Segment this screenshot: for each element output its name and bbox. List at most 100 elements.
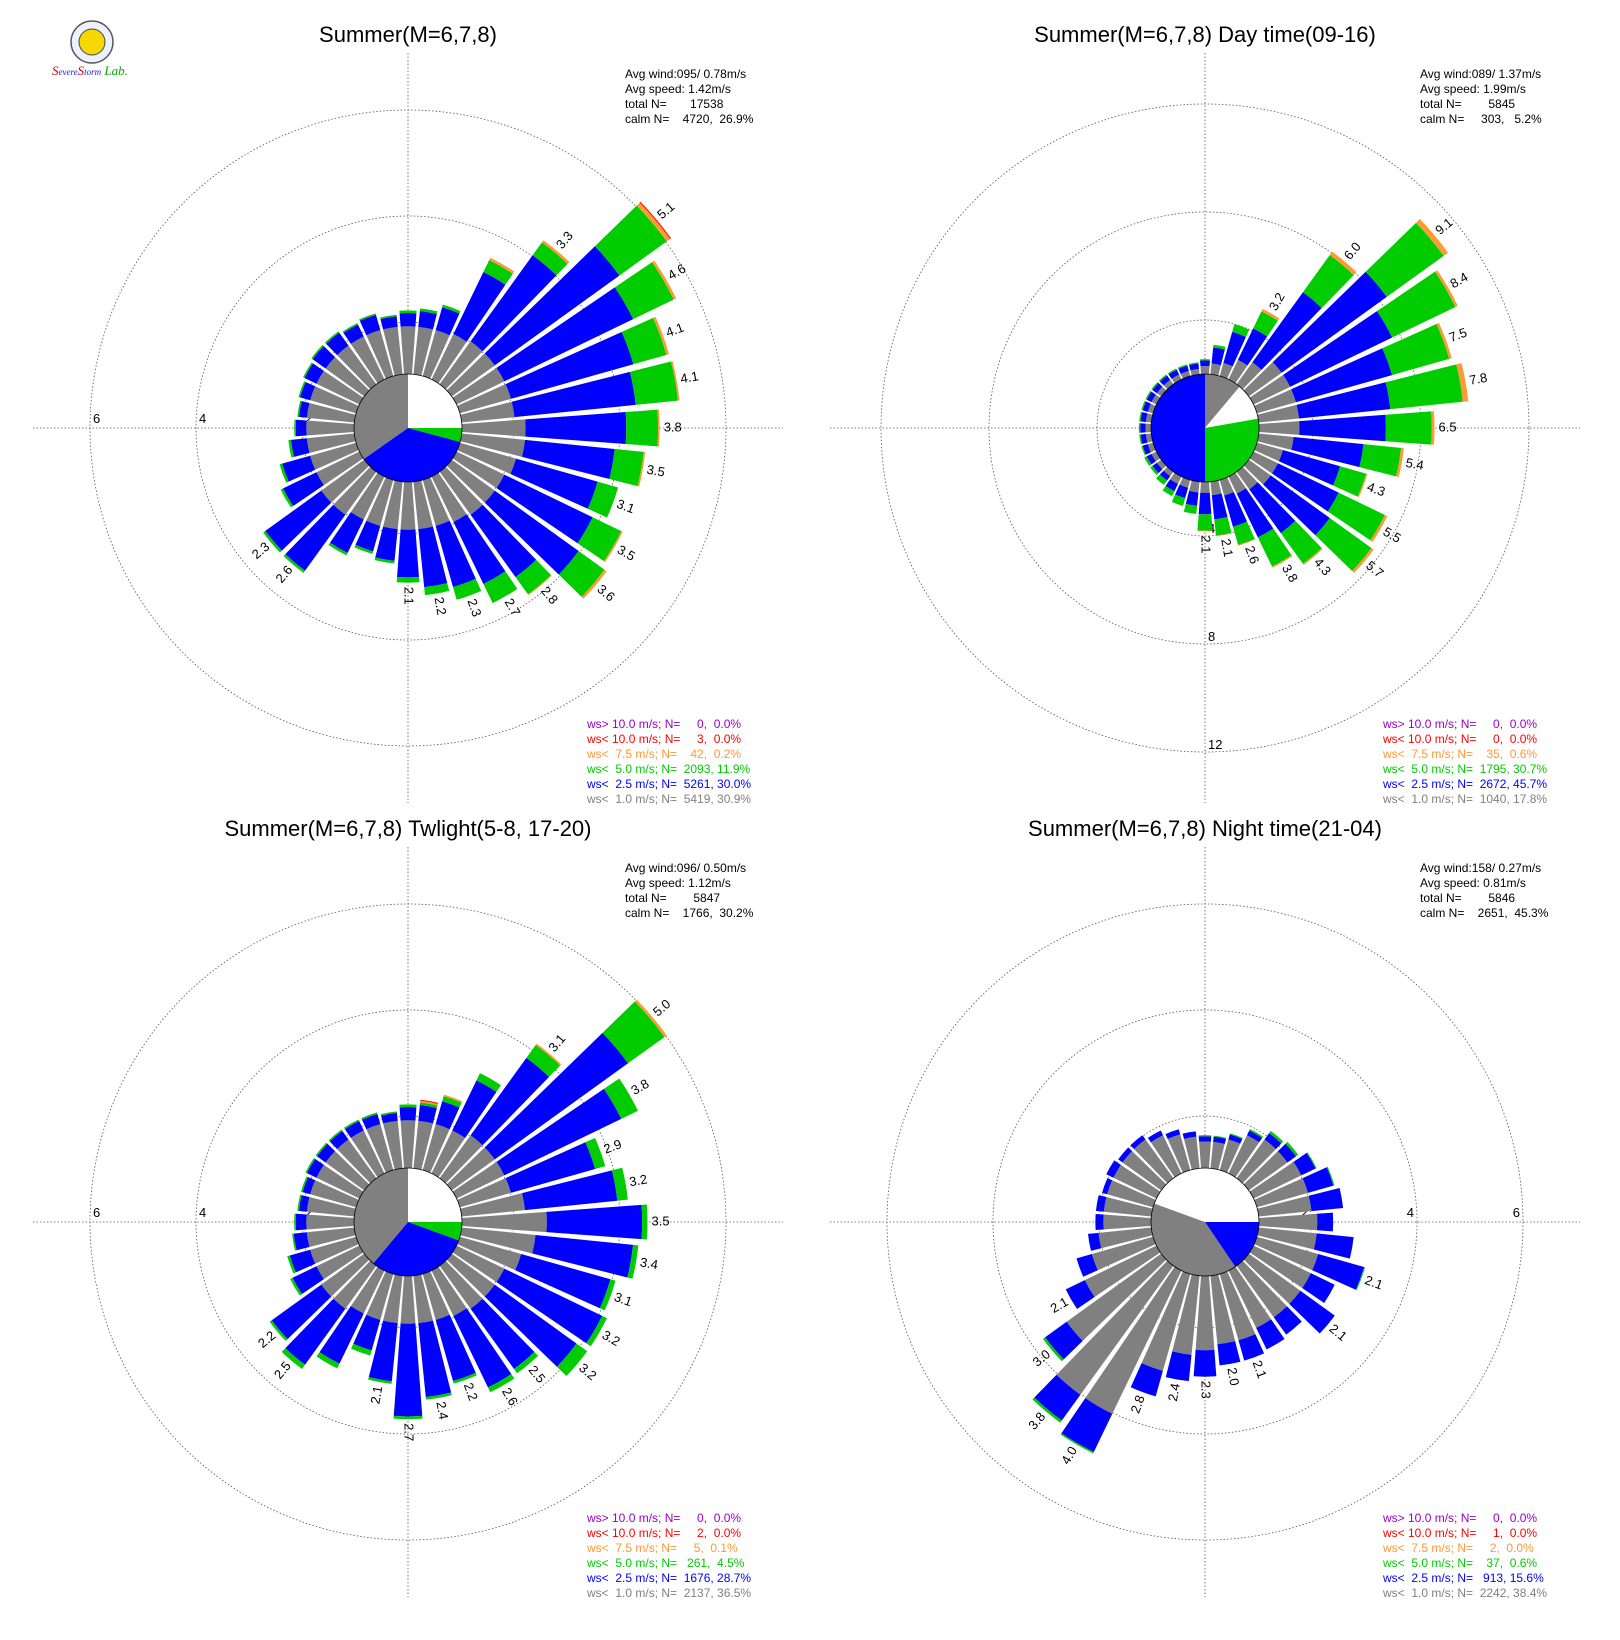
direction-bar xyxy=(1147,1130,1182,1178)
direction-bar xyxy=(1249,1245,1335,1303)
bar-segment xyxy=(298,401,310,418)
bar-segment xyxy=(446,1253,495,1297)
bar-segment xyxy=(399,313,417,327)
bar-segment xyxy=(1254,389,1296,414)
direction-bar xyxy=(351,1271,394,1356)
bar-segment xyxy=(1197,530,1213,532)
direction-bar xyxy=(1219,1133,1243,1173)
direction-bar: 2.2 xyxy=(413,480,449,616)
bar-segment xyxy=(1211,347,1225,366)
bar-segment xyxy=(1257,1195,1312,1217)
calm-slice xyxy=(354,374,408,459)
bar-segment xyxy=(1098,1227,1153,1249)
direction-bar xyxy=(303,362,364,405)
bar-segment xyxy=(306,420,355,436)
ring-label: 8 xyxy=(1208,629,1215,644)
bar-segment xyxy=(1095,1213,1104,1231)
direction-bar: 2.5 xyxy=(271,1260,377,1382)
bar-segment xyxy=(316,1143,336,1163)
bar-segment xyxy=(652,260,677,300)
ring-label: 2 xyxy=(305,1205,312,1220)
bar-segment xyxy=(1302,1167,1334,1193)
bar-segment xyxy=(354,544,374,554)
bar-segment xyxy=(1167,1134,1191,1173)
bar-segment xyxy=(304,363,324,384)
direction-bar xyxy=(1254,1166,1335,1208)
bar-label: 2.1 xyxy=(1363,1272,1385,1292)
bar-segment xyxy=(418,526,448,588)
legend-entry: ws< 2.5 m/s; N= 2672, 45.7% xyxy=(1382,777,1547,791)
bar-segment xyxy=(1151,451,1161,462)
bar-segment xyxy=(1091,1236,1156,1271)
bar-segment xyxy=(383,326,403,376)
bar-segment xyxy=(460,433,525,457)
calm-slice xyxy=(1205,386,1259,428)
bar-segment xyxy=(1219,363,1233,379)
bar-segment xyxy=(353,1314,381,1351)
bar-segment xyxy=(265,490,332,551)
bar-segment xyxy=(350,1266,385,1314)
bar-segment xyxy=(587,481,619,518)
bar-segment xyxy=(603,531,623,563)
bar-label: 4.0 xyxy=(1058,1444,1080,1467)
bar-segment xyxy=(298,1195,310,1212)
direction-bar xyxy=(343,1119,385,1178)
direction-bar xyxy=(1095,1195,1153,1217)
direction-bar: 3.8 xyxy=(452,1076,652,1199)
bar-label: 2.5 xyxy=(271,1358,294,1381)
bar-segment xyxy=(281,1348,306,1369)
bar-segment xyxy=(321,1253,370,1297)
direction-bar xyxy=(297,1194,356,1217)
bar-segment xyxy=(1162,486,1175,497)
bar-segment xyxy=(420,1100,438,1106)
bar-segment xyxy=(285,504,346,571)
bar-segment xyxy=(310,442,359,470)
legend-entry: ws< 1.0 m/s; N= 2137, 36.5% xyxy=(586,1586,751,1600)
bar-label: 5.1 xyxy=(654,199,677,222)
bar-segment xyxy=(452,1245,505,1283)
bar-segment xyxy=(641,1204,648,1240)
stats-line: Avg speed: 1.42m/s xyxy=(625,82,731,96)
bar-segment xyxy=(556,1343,588,1377)
bar-segment xyxy=(321,459,370,503)
direction-bar xyxy=(1210,1135,1227,1170)
bar-segment xyxy=(1249,374,1291,405)
bar-label: 2.1 xyxy=(1199,535,1214,553)
bar-segment xyxy=(1257,404,1300,423)
direction-bar xyxy=(292,1227,356,1251)
logo-text-part: S xyxy=(52,63,59,78)
legend: ws> 10.0 m/s; N= 0, 0.0%ws< 10.0 m/s; N=… xyxy=(1382,1511,1547,1600)
bar-segment xyxy=(343,1119,360,1130)
bar-segment xyxy=(419,1102,438,1108)
bar-segment xyxy=(368,1320,398,1382)
bar-segment xyxy=(1249,482,1296,534)
bar-segment xyxy=(316,1352,340,1369)
bar-segment xyxy=(532,242,568,276)
direction-bar xyxy=(1102,1178,1156,1208)
bar-segment xyxy=(535,1043,562,1066)
bar-segment xyxy=(306,1197,356,1217)
bar-segment xyxy=(1214,516,1232,536)
bar-label: 2.4 xyxy=(433,1400,451,1420)
bar-segment xyxy=(1271,555,1293,568)
direction-bar: 2.3 xyxy=(1193,1275,1217,1399)
bar-segment xyxy=(1167,368,1177,375)
bar-segment xyxy=(1254,1178,1308,1208)
direction-bar: 4.0 xyxy=(1058,1266,1182,1467)
bar-segment xyxy=(1436,322,1452,359)
bar-segment xyxy=(1257,433,1294,450)
bar-segment xyxy=(1258,1213,1318,1231)
direction-bar xyxy=(1188,362,1200,376)
bar-segment xyxy=(1313,1233,1354,1259)
bar-segment xyxy=(1327,492,1385,541)
bar-segment xyxy=(1150,1135,1182,1178)
calm-slice xyxy=(408,374,462,428)
bar-segment xyxy=(1152,382,1163,394)
bar-segment xyxy=(1034,1374,1081,1421)
bar-label: 3.5 xyxy=(615,542,638,564)
bar-label: 2.0 xyxy=(1224,1366,1242,1386)
bar-segment xyxy=(383,1120,403,1170)
bar-label: 2.3 xyxy=(1199,1381,1214,1399)
